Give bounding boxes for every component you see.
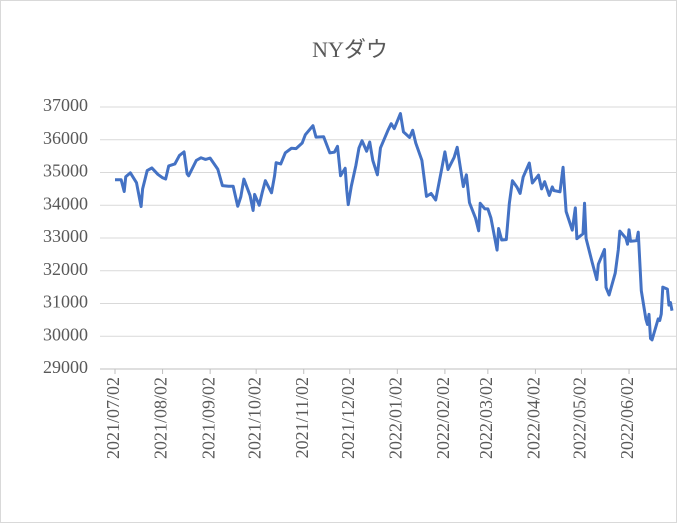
y-tick-label: 35000 — [43, 161, 88, 181]
x-tick-label: 2021/08/02 — [151, 377, 171, 459]
y-tick-label: 31000 — [43, 292, 88, 312]
y-tick-label: 37000 — [43, 95, 88, 115]
chart-title: NYダウ — [312, 37, 388, 62]
x-tick-label: 2022/05/02 — [570, 377, 590, 459]
y-tick-label: 36000 — [43, 128, 88, 148]
y-tick-label: 34000 — [43, 193, 88, 213]
x-tick-label: 2021/07/02 — [103, 377, 123, 459]
x-tick-label: 2022/04/02 — [524, 377, 544, 459]
data-line — [115, 112, 674, 342]
x-tick-label: 2022/02/02 — [433, 377, 453, 459]
y-tick-label: 30000 — [43, 324, 88, 344]
x-tick-label: 2021/12/02 — [338, 377, 358, 459]
x-tick-label: 2022/03/02 — [476, 377, 496, 459]
y-tick-label: 33000 — [43, 226, 88, 246]
x-tick-label: 2021/09/02 — [198, 377, 218, 459]
x-tick-label: 2022/01/02 — [385, 377, 405, 459]
x-tick-label: 2021/10/02 — [244, 377, 264, 459]
y-tick-label: 29000 — [43, 357, 88, 377]
x-tick-label: 2021/11/02 — [292, 377, 312, 458]
x-tick-label: 2022/06/02 — [617, 377, 637, 459]
y-tick-label: 32000 — [43, 259, 88, 279]
